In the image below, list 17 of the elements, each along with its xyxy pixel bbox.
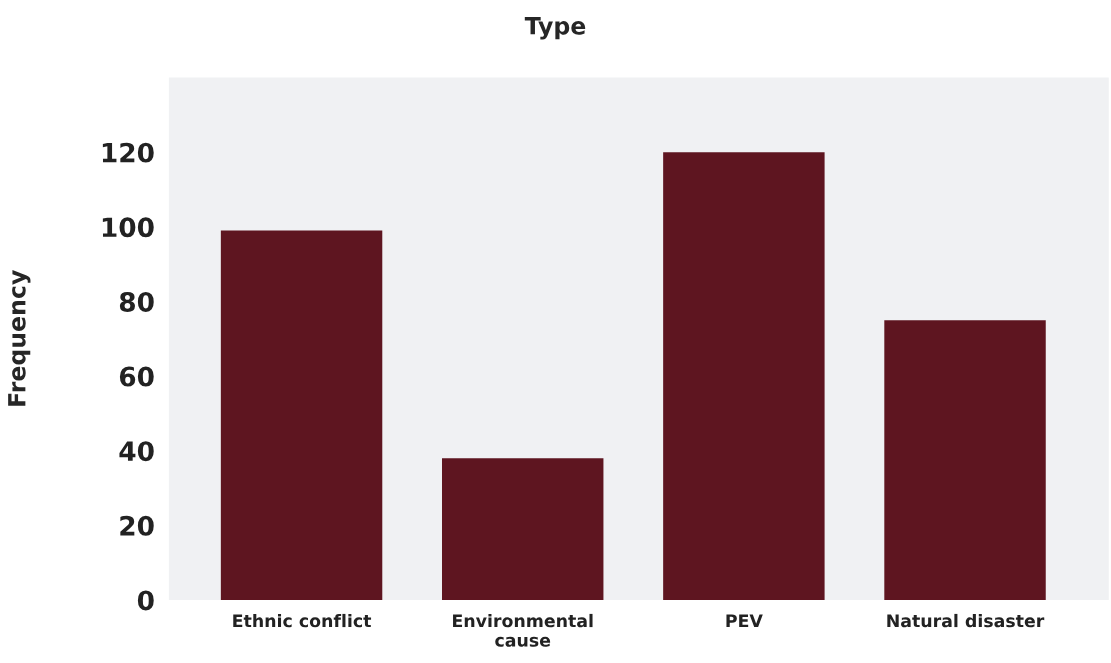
bar — [220, 230, 383, 601]
x-tick-label: Natural disaster — [887, 613, 1045, 628]
x-tick-label: Environmental cause — [453, 613, 593, 647]
y-axis-title: Frequency — [8, 270, 31, 406]
x-tick-label: Ethnic conflict — [233, 613, 372, 628]
x-tick-label: PEV — [726, 614, 763, 628]
bar — [442, 458, 604, 601]
y-tick-label: 60 — [119, 366, 154, 387]
bar — [663, 152, 825, 601]
y-tick-label: 40 — [119, 441, 154, 462]
y-tick-label: 120 — [102, 142, 154, 163]
bar — [884, 320, 1046, 601]
y-tick-label: 0 — [137, 590, 154, 611]
chart-title: Type — [524, 17, 586, 40]
y-tick-label: 20 — [120, 515, 154, 536]
y-tick-label: 80 — [119, 291, 154, 312]
y-tick-label: 100 — [102, 217, 154, 238]
